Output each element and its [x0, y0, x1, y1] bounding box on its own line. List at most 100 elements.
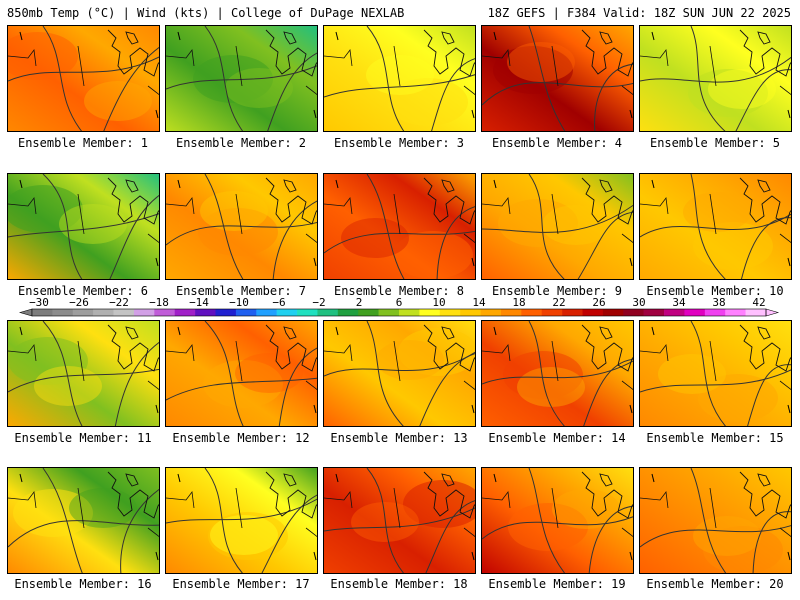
colorbar-swatch — [378, 309, 400, 316]
wind-barb — [335, 31, 475, 119]
temperature-anomaly-blob — [703, 526, 783, 573]
lake-superior-outline — [441, 31, 455, 45]
colorbar-tick-label: 22 — [552, 296, 565, 309]
border-outline — [640, 193, 791, 243]
temperature-anomaly-blob — [517, 367, 585, 407]
height-contour — [741, 217, 791, 279]
member-map-9 — [481, 173, 634, 280]
colorbar-tick-label: 34 — [672, 296, 686, 309]
member-label-2: Ensemble Member: 2 — [175, 136, 307, 150]
colorbar-left-arrow — [18, 308, 33, 317]
height-contour — [640, 213, 791, 238]
height-contour — [640, 56, 791, 83]
wind-barb — [335, 473, 475, 561]
height-contour — [436, 206, 475, 279]
lake-superior-outline — [441, 473, 455, 487]
lake-superior-outline — [125, 473, 139, 487]
border-outline — [166, 487, 317, 537]
lake-superior-outline — [283, 31, 297, 45]
colorbar-swatch — [602, 309, 624, 316]
height-contour — [640, 525, 791, 548]
member-map-15 — [639, 320, 792, 427]
colorbar-swatch — [643, 309, 665, 316]
member-map-14 — [481, 320, 634, 427]
height-contour — [366, 26, 405, 131]
colorbar-swatch — [317, 309, 339, 316]
member-label-7: Ensemble Member: 7 — [175, 284, 307, 298]
colorbar-tick-label: −2 — [312, 296, 325, 309]
temperature-anomaly-blob — [69, 488, 137, 528]
border-outline — [166, 340, 317, 390]
colorbar-swatch — [562, 309, 583, 316]
border-outline — [324, 193, 475, 243]
height-contour — [528, 321, 566, 426]
border-outline — [8, 45, 159, 95]
great-lakes-outline — [739, 29, 791, 77]
temperature-anomaly-blob — [84, 81, 152, 121]
height-contour — [267, 52, 317, 131]
wind-barb — [651, 31, 791, 119]
temperature-anomaly-blob — [542, 205, 610, 245]
border-outline — [166, 193, 317, 243]
colorbar-swatch — [664, 309, 685, 316]
colorbar-swatch — [725, 309, 746, 316]
member-label-8: Ensemble Member: 8 — [333, 284, 465, 298]
border-outline — [482, 193, 633, 243]
product-title: 850mb Temp (°C) | Wind (kts) | College o… — [7, 6, 405, 20]
lake-superior-outline — [599, 179, 613, 193]
colorbar-tick-label: −6 — [272, 296, 285, 309]
temperature-anomaly-blob — [552, 489, 620, 529]
member-label-18: Ensemble Member: 18 — [330, 577, 468, 591]
border-outline — [324, 340, 475, 390]
wind-barb — [493, 473, 633, 561]
colorbar-swatch — [93, 309, 114, 316]
height-contour — [528, 174, 565, 279]
temperature-anomaly-blob — [708, 69, 776, 109]
colorbar-tick-label: −10 — [229, 296, 249, 309]
member-label-9: Ensemble Member: 9 — [491, 284, 623, 298]
member-map-8 — [323, 173, 476, 280]
height-contour — [8, 520, 159, 548]
great-lakes-outline — [739, 177, 791, 225]
height-contour — [204, 321, 244, 426]
member-label-20: Ensemble Member: 20 — [646, 577, 784, 591]
member-label-10: Ensemble Member: 10 — [646, 284, 784, 298]
colorbar-swatch — [500, 309, 522, 316]
great-lakes-outline — [423, 324, 475, 372]
border-outline — [482, 340, 633, 390]
member-map-20 — [639, 467, 792, 574]
member-label-4: Ensemble Member: 4 — [491, 136, 623, 150]
lake-superior-outline — [125, 31, 139, 45]
member-map-3 — [323, 25, 476, 132]
colorbar-swatch — [704, 309, 726, 316]
member-map-16 — [7, 467, 160, 574]
member-label-14: Ensemble Member: 14 — [488, 431, 626, 445]
member-map-19 — [481, 467, 634, 574]
great-lakes-outline — [107, 177, 159, 225]
temperature-anomaly-blob — [398, 328, 475, 376]
member-map-1 — [7, 25, 160, 132]
great-lakes-outline — [739, 324, 791, 372]
height-contour — [640, 369, 791, 393]
member-label-17: Ensemble Member: 17 — [172, 577, 310, 591]
wind-barb — [177, 473, 317, 561]
member-label-3: Ensemble Member: 3 — [333, 136, 465, 150]
border-outline — [324, 487, 475, 537]
colorbar-swatch — [215, 309, 237, 316]
colorbar-swatch — [521, 309, 543, 316]
temperature-colorbar: −30 −26 −22 −18 −14 −10 −6 −2 2 6 10 14 18 22 26 30 34 38… — [18, 296, 780, 317]
border-outline — [166, 45, 317, 95]
height-contour — [8, 368, 159, 393]
height-contour — [482, 360, 633, 385]
height-contour — [482, 82, 633, 106]
height-contour — [166, 377, 317, 401]
colorbar-swatch — [195, 309, 216, 316]
great-lakes-outline — [107, 471, 159, 519]
great-lakes-outline — [581, 29, 633, 77]
lake-superior-outline — [125, 326, 139, 340]
wind-barb — [651, 326, 791, 414]
lake-superior-outline — [441, 326, 455, 340]
height-contour — [588, 505, 633, 573]
great-lakes-outline — [265, 177, 317, 225]
wind-barb — [651, 473, 791, 561]
